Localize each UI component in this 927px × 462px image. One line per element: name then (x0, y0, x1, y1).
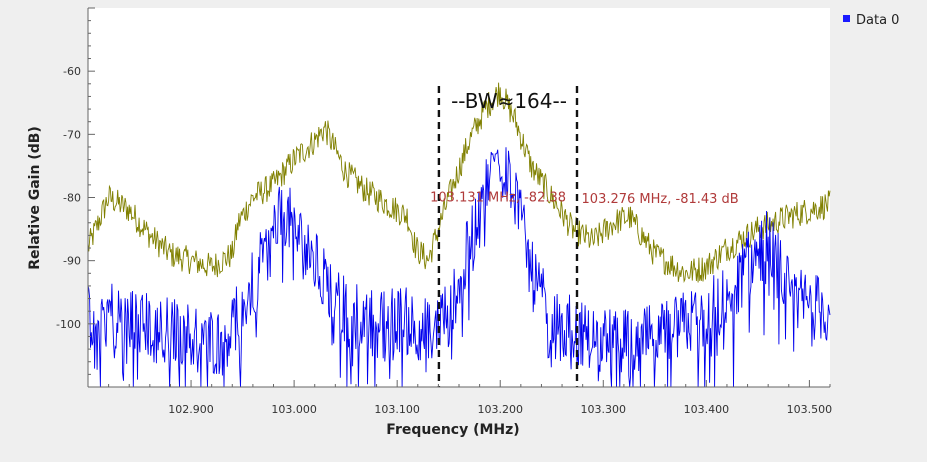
x-tick-label: 103.400 (684, 403, 730, 416)
tick-labels: 102.900 103.000 103.100 103.200 103.300 103.4… (56, 65, 832, 416)
x-tick-label: 103.300 (581, 403, 627, 416)
marker-right-label: 103.276 MHz, -81.43 dB (582, 192, 739, 207)
series-line-0 (87, 147, 831, 388)
axes (87, 7, 831, 388)
bandwidth-label: --BW≈164-- (451, 89, 567, 113)
x-tick-label: 103.000 (271, 403, 317, 416)
marker-left-label: 103.131 MHz, -82.38 (430, 191, 566, 206)
y-tick-label: -90 (63, 255, 81, 268)
x-tick-label: 103.500 (787, 403, 833, 416)
x-tick-label: 103.100 (374, 403, 420, 416)
x-axis-title: Frequency (MHz) (386, 422, 519, 438)
x-tick-label: 103.200 (477, 403, 523, 416)
x-tick-label: 102.900 (168, 403, 214, 416)
legend-label: Data 0 (856, 13, 899, 28)
plot-area (88, 8, 830, 387)
legend-swatch (843, 15, 850, 22)
series-line-1 (87, 82, 831, 284)
bandwidth-markers (437, 86, 579, 387)
series-layer (87, 82, 831, 388)
y-tick-label: -60 (63, 65, 81, 78)
y-tick-label: -70 (63, 128, 81, 141)
legend[interactable]: Data 0 (843, 13, 899, 28)
y-axis-title: Relative Gain (dB) (27, 126, 43, 270)
y-tick-label: -80 (63, 192, 81, 205)
y-tick-label: -100 (56, 318, 81, 331)
